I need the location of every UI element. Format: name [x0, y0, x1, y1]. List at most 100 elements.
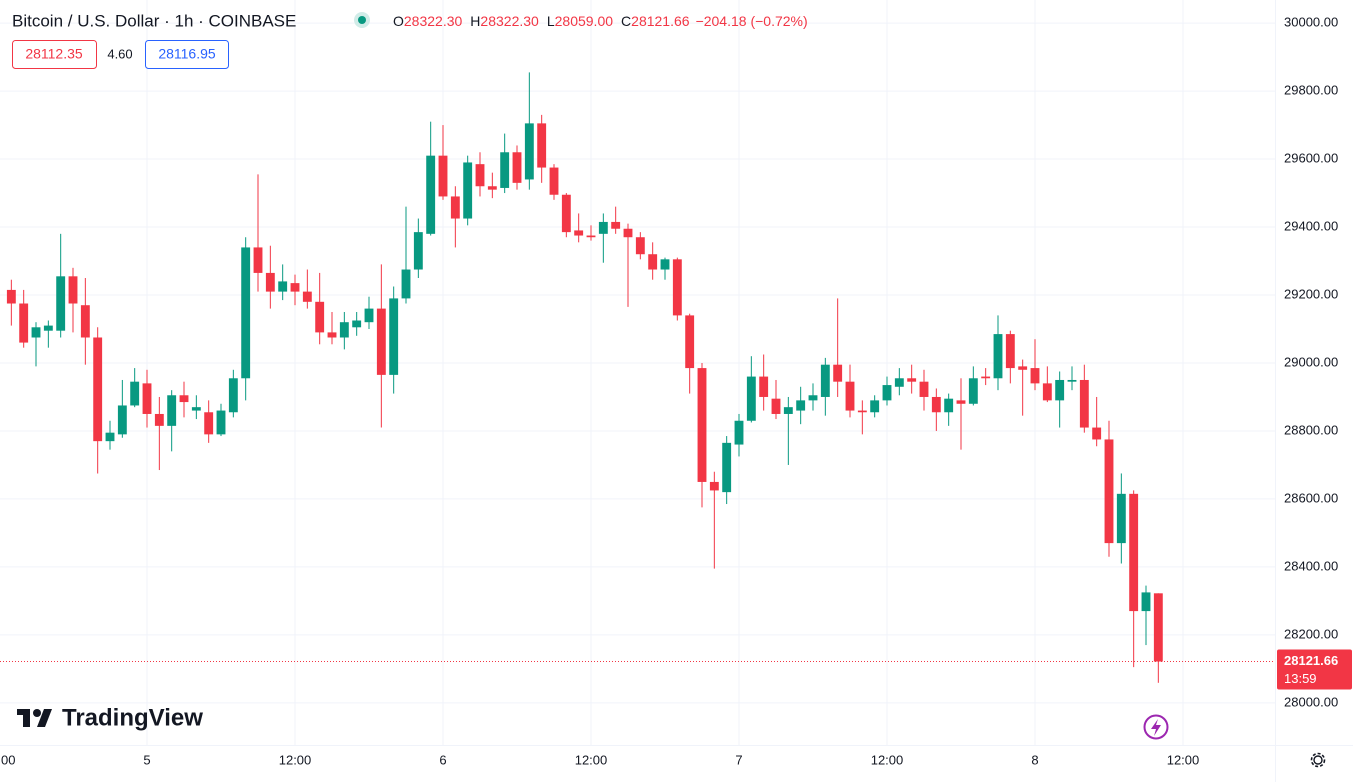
candle-body: [648, 254, 658, 270]
candle-body: [463, 162, 473, 219]
candle-body: [919, 381, 929, 397]
candle-body: [660, 259, 670, 270]
x-tick-label: 6: [439, 752, 446, 767]
y-tick-label: 29600.00: [1284, 150, 1338, 165]
x-tick-label: 12:00: [1167, 752, 1200, 767]
x-tick-label: 00: [1, 752, 15, 767]
y-tick-label: 29200.00: [1284, 286, 1338, 301]
y-tick-label: 28400.00: [1284, 558, 1338, 573]
candle-body: [389, 298, 399, 375]
ohlc-key: L: [547, 13, 555, 29]
candle-body: [179, 395, 189, 403]
candle-body: [857, 410, 867, 413]
candle-body: [907, 378, 917, 382]
candle-body: [68, 276, 78, 304]
x-tick-label: 5: [143, 752, 150, 767]
bid[interactable]: 28112.35: [25, 46, 83, 62]
countdown: 13:59: [1284, 671, 1317, 686]
candle-body: [327, 332, 337, 338]
candle-body: [278, 281, 288, 292]
y-tick-label: 30000.00: [1284, 15, 1338, 30]
y-tick-label: 29400.00: [1284, 218, 1338, 233]
candle-body: [598, 221, 608, 234]
candle-body: [1067, 379, 1077, 382]
candle-body: [31, 327, 41, 338]
candle-body: [216, 410, 226, 435]
x-tick-label: 12:00: [575, 752, 608, 767]
candle-body: [808, 395, 818, 401]
candle-body: [1092, 427, 1102, 440]
candle-body: [204, 412, 214, 435]
last-price-tag: [1277, 649, 1352, 690]
candle-body: [426, 155, 436, 234]
ask-box[interactable]: [145, 40, 229, 69]
status-dot: [358, 16, 366, 24]
candle-body: [401, 269, 411, 299]
alert-bolt[interactable]: [1151, 719, 1161, 736]
spread: 4.60: [107, 46, 132, 61]
candle-body: [290, 283, 300, 292]
bid-box[interactable]: [12, 40, 97, 69]
candle-body: [1030, 368, 1040, 384]
y-tick-label: 28800.00: [1284, 422, 1338, 437]
gear[interactable]: [1313, 755, 1323, 765]
change: −204.18 (−0.72%): [696, 13, 808, 29]
candle-body: [759, 376, 769, 397]
candle-body: [882, 385, 892, 401]
candle-body: [1116, 493, 1126, 544]
candle-body: [672, 259, 682, 316]
candle-body: [1042, 383, 1052, 401]
ask[interactable]: 28116.95: [158, 46, 216, 62]
candle-body: [228, 378, 238, 413]
candle-body: [734, 420, 744, 445]
candle-body: [833, 364, 843, 382]
candle-body: [611, 221, 621, 229]
candle-body: [413, 232, 423, 270]
candle-body: [993, 334, 1003, 379]
candle-body: [253, 247, 263, 273]
ohlc-key: C: [621, 13, 631, 29]
x-tick-label: 8: [1031, 752, 1038, 767]
candle-body: [956, 400, 966, 404]
candle-body: [746, 376, 756, 421]
candle-body: [364, 308, 374, 323]
last-price-label: 28121.66: [1284, 653, 1338, 668]
candle-body: [315, 301, 325, 333]
candle-body: [265, 272, 275, 292]
candle-body: [1129, 493, 1139, 612]
candle-body: [561, 194, 571, 233]
candle-body: [450, 196, 460, 219]
candle-body: [191, 407, 201, 411]
candle-body: [771, 398, 781, 414]
candle-body: [487, 186, 497, 190]
ohlc-legend: O28322.30 H28322.30 L28059.00 C28121.66 −204…: [393, 13, 808, 29]
candle-body: [1104, 439, 1114, 544]
ohlc-value: 28322.30: [404, 13, 463, 29]
candle-body: [475, 164, 485, 187]
candle-body: [1141, 592, 1151, 612]
candle-body: [241, 247, 251, 379]
alert-ring[interactable]: [1143, 714, 1169, 740]
candle-body: [438, 155, 448, 197]
candle-body: [709, 481, 719, 491]
candle-body: [685, 315, 695, 369]
logo: TradingView: [17, 704, 203, 731]
candle-body: [722, 442, 732, 493]
candle-body: [142, 383, 152, 414]
candle-body: [1005, 334, 1015, 369]
ohlc-key: O: [393, 13, 404, 29]
candle-body: [302, 291, 312, 302]
y-tick-label: 28200.00: [1284, 626, 1338, 641]
candle-body: [105, 432, 115, 442]
ohlc-key: H: [470, 13, 480, 29]
alert-icon[interactable]: [1143, 714, 1169, 740]
candle-body: [820, 364, 830, 397]
gear-teeth[interactable]: [1310, 752, 1326, 768]
candle-body: [894, 378, 904, 387]
candle-body: [796, 400, 806, 411]
candle-body: [845, 381, 855, 411]
settings-icon[interactable]: [1310, 752, 1326, 768]
x-tick-label: 7: [735, 752, 742, 767]
